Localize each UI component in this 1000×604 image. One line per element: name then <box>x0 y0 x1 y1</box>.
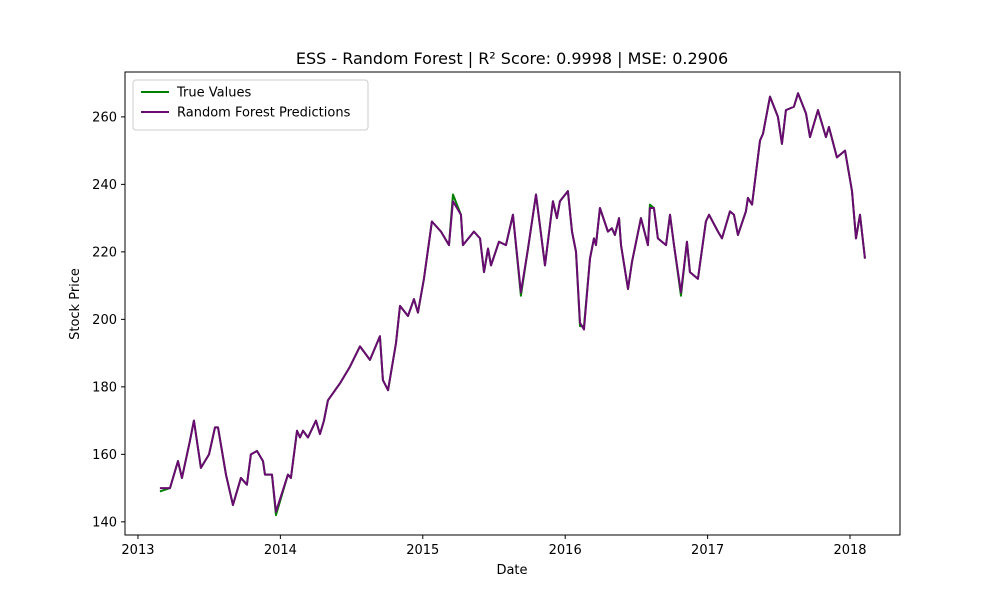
legend-box <box>132 79 369 131</box>
x-tick-label: 2016 <box>549 543 582 558</box>
legend-label: True Values <box>176 86 251 101</box>
x-axis-label: Date <box>496 563 527 578</box>
y-tick-label: 200 <box>92 313 117 328</box>
x-tick-label: 2017 <box>691 543 724 558</box>
chart-title: ESS - Random Forest | R² Score: 0.9998 |… <box>296 49 728 68</box>
x-tick-label: 2018 <box>833 543 866 558</box>
x-tick-label: 2015 <box>406 543 439 558</box>
legend-label: Random Forest Predictions <box>177 106 351 121</box>
data-line <box>159 92 866 513</box>
x-tick-label: 2013 <box>121 543 154 558</box>
y-tick-label: 240 <box>92 178 117 193</box>
y-tick-label: 260 <box>92 110 117 125</box>
y-tick-label: 140 <box>92 515 117 530</box>
x-tick-label: 2014 <box>264 543 297 558</box>
y-tick-label: 220 <box>92 245 117 260</box>
plot-frame <box>124 71 901 536</box>
y-tick-label: 160 <box>92 448 117 463</box>
y-axis-label: Stock Price <box>68 268 83 340</box>
y-tick-label: 180 <box>92 380 117 395</box>
